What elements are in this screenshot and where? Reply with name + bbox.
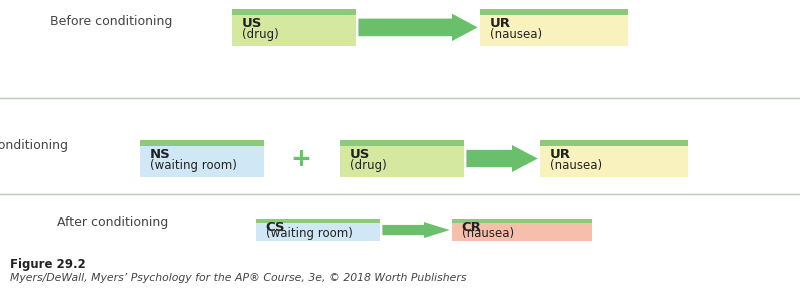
FancyArrow shape [358,14,478,41]
Text: CS: CS [266,221,285,234]
Bar [452,219,592,241]
Bar [480,9,628,15]
Bar [140,140,264,177]
FancyArrow shape [466,145,538,172]
Bar [232,9,356,46]
Text: (drug): (drug) [242,27,278,41]
Bar [340,140,464,147]
Text: (waiting room): (waiting room) [266,227,353,240]
Text: (nausea): (nausea) [490,27,542,41]
Bar [452,219,592,223]
Text: UR: UR [490,17,510,30]
Bar [232,9,356,15]
FancyArrow shape [382,222,450,238]
Text: NS: NS [150,148,170,161]
Text: After conditioning: After conditioning [57,216,168,229]
Text: US: US [242,17,262,30]
Text: (nausea): (nausea) [462,227,514,240]
Text: Before conditioning: Before conditioning [50,15,172,28]
Bar [256,219,380,223]
Bar [540,140,688,177]
Text: CR: CR [462,221,482,234]
Bar [480,9,628,46]
Text: (nausea): (nausea) [550,159,602,172]
Text: UR: UR [550,148,570,161]
Text: US: US [350,148,370,161]
Bar [540,140,688,147]
Bar [340,140,464,177]
Text: +: + [290,147,311,171]
Text: Conditioning: Conditioning [0,140,68,152]
Text: Figure 29.2: Figure 29.2 [10,258,86,272]
Bar [256,219,380,241]
Text: (drug): (drug) [350,159,386,172]
Text: Myers/DeWall, Myers’ Psychology for the AP® Course, 3e, © 2018 Worth Publishers: Myers/DeWall, Myers’ Psychology for the … [10,273,466,283]
Text: (waiting room): (waiting room) [150,159,237,172]
Bar [140,140,264,147]
